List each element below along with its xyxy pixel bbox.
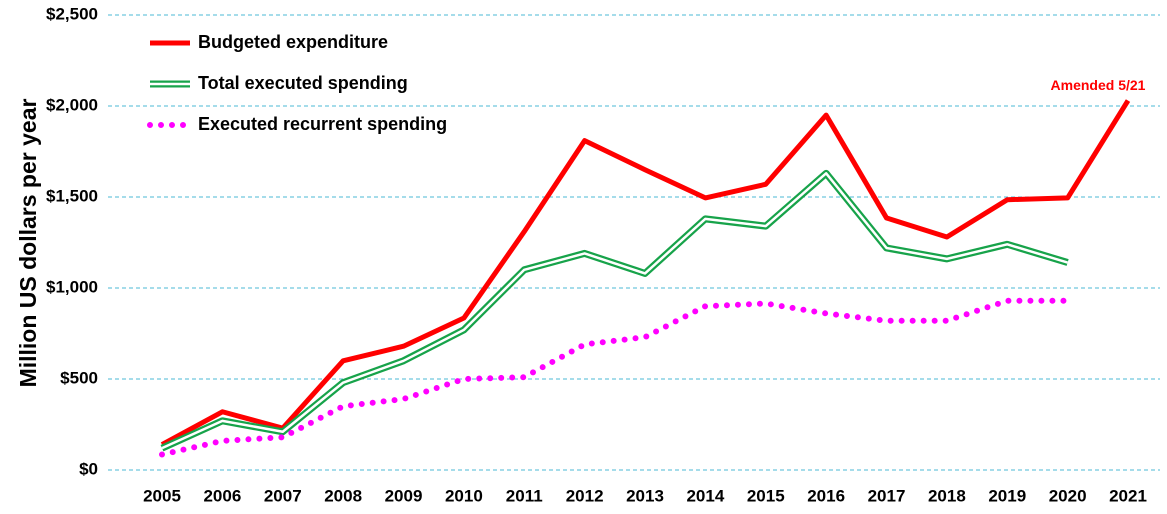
x-tick-label: 2021 <box>1109 486 1147 505</box>
annotation: Amended 5/21 <box>1051 77 1146 93</box>
x-tick-label: 2017 <box>868 486 906 505</box>
x-tick-label: 2014 <box>686 486 724 505</box>
y-tick-label: $500 <box>60 368 98 387</box>
x-tick-label: 2019 <box>988 486 1026 505</box>
x-tick-label: 2005 <box>143 486 181 505</box>
x-tick-label: 2013 <box>626 486 664 505</box>
x-tick-label: 2018 <box>928 486 966 505</box>
x-tick-label: 2020 <box>1049 486 1087 505</box>
series-line <box>159 297 1071 458</box>
legend-label: Total executed spending <box>198 73 408 93</box>
x-tick-label: 2007 <box>264 486 302 505</box>
x-tick-label: 2012 <box>566 486 604 505</box>
y-axis-title: Million US dollars per year <box>15 99 41 388</box>
y-tick-label: $2,000 <box>46 95 98 114</box>
series-line <box>160 169 1069 452</box>
x-tick-label: 2010 <box>445 486 483 505</box>
legend-label: Budgeted expenditure <box>198 32 388 52</box>
x-tick-label: 2006 <box>203 486 241 505</box>
y-tick-label: $0 <box>79 459 98 478</box>
series-line-inner <box>161 172 1068 450</box>
x-tick-label: 2009 <box>385 486 423 505</box>
x-tick-label: 2008 <box>324 486 362 505</box>
y-tick-label: $2,500 <box>46 4 98 23</box>
y-tick-label: $1,000 <box>46 277 98 296</box>
x-tick-label: 2016 <box>807 486 845 505</box>
x-tick-label: 2011 <box>506 486 543 505</box>
x-tick-label: 2015 <box>747 486 785 505</box>
series-line <box>160 99 1131 447</box>
y-tick-label: $1,500 <box>46 186 98 205</box>
legend-label: Executed recurrent spending <box>198 114 447 134</box>
